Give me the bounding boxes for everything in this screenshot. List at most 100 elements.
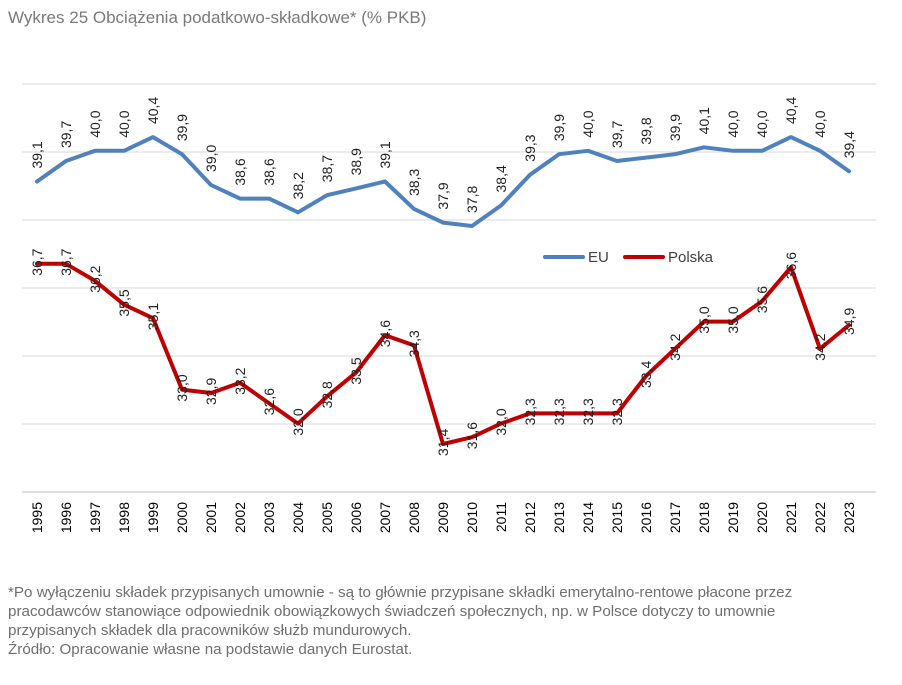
data-label-eu: 39,4 xyxy=(841,131,857,158)
data-label-eu: 39,8 xyxy=(638,117,654,144)
data-label-eu: 38,9 xyxy=(348,148,364,175)
x-tick-label: 2017 xyxy=(667,502,683,533)
x-tick-label: 2022 xyxy=(812,502,828,533)
x-tick-label: 1998 xyxy=(116,502,132,533)
data-label-eu: 39,7 xyxy=(58,121,74,148)
data-label-polska: 32,9 xyxy=(203,378,219,405)
data-label-polska: 34,2 xyxy=(667,333,683,360)
data-label-eu: 39,9 xyxy=(667,114,683,141)
data-label-eu: 38,6 xyxy=(232,158,248,185)
data-label-eu: 40,0 xyxy=(116,110,132,137)
data-label-eu: 39,9 xyxy=(551,114,567,141)
footnote-line-1: *Po wyłączeniu składek przypisanych umow… xyxy=(8,584,793,601)
data-label-eu: 40,0 xyxy=(812,110,828,137)
x-tick-label: 2010 xyxy=(464,502,480,533)
x-tick-label: 2023 xyxy=(841,502,857,533)
x-tick-label: 2008 xyxy=(406,502,422,533)
x-tick-label: 1996 xyxy=(58,502,74,533)
x-tick-label: 2012 xyxy=(522,502,538,533)
x-tick-label: 2002 xyxy=(232,502,248,533)
x-tick-label: 2000 xyxy=(174,502,190,533)
data-label-eu: 38,2 xyxy=(290,172,306,199)
x-tick-label: 2018 xyxy=(696,502,712,533)
data-labels: 39,1 39,7 40,0 40,0 40,4 39,9 39,0 38,6 38,6 38,2… xyxy=(29,97,857,456)
data-label-eu: 40,0 xyxy=(725,110,741,137)
data-label-polska: 36,7 xyxy=(29,248,45,275)
x-tick-label: 2019 xyxy=(725,502,741,533)
data-label-eu: 39,9 xyxy=(174,114,190,141)
chart-title: Wykres 25 Obciążenia podatkowo-składkowe… xyxy=(8,8,427,27)
data-label-eu: 40,0 xyxy=(754,110,770,137)
data-label-polska: 35,1 xyxy=(145,303,161,330)
data-label-eu: 40,0 xyxy=(87,110,103,137)
x-axis: 1995 1996 1997 1998 1999 2000 2001 2002 2003 2004… xyxy=(29,502,857,533)
x-tick-label: 2020 xyxy=(754,502,770,533)
data-label-eu: 39,7 xyxy=(609,121,625,148)
data-label-eu: 39,1 xyxy=(29,141,45,168)
data-label-eu: 39,3 xyxy=(522,134,538,161)
data-label-polska: 33,2 xyxy=(232,367,248,394)
data-label-polska: 32,6 xyxy=(261,388,277,415)
data-label-eu: 40,1 xyxy=(696,107,712,134)
data-label-polska: 32,0 xyxy=(290,408,306,435)
data-label-polska: 32,8 xyxy=(319,381,335,408)
x-tick-label: 2005 xyxy=(319,502,335,533)
line-chart: 39,1 39,7 40,0 40,0 40,4 39,9 39,0 38,6 38,6 38,2… xyxy=(22,83,876,533)
footnote-line-2: pracodawców stanowiące odpowiednik obowi… xyxy=(8,603,776,620)
data-label-polska: 35,6 xyxy=(754,286,770,313)
data-label-polska: 36,6 xyxy=(783,252,799,279)
gridlines xyxy=(22,83,876,493)
data-label-polska: 31,6 xyxy=(464,422,480,449)
data-label-polska: 33,0 xyxy=(174,374,190,401)
footnote-line-3: przypisanych składek dla pracowników słu… xyxy=(8,622,412,639)
x-tick-label: 2001 xyxy=(203,502,219,533)
data-label-polska: 32,3 xyxy=(580,398,596,425)
legend-label-polska: Polska xyxy=(668,249,714,266)
data-label-polska: 32,3 xyxy=(551,398,567,425)
data-label-eu: 37,9 xyxy=(435,182,451,209)
x-tick-label: 2007 xyxy=(377,502,393,533)
data-label-polska: 35,5 xyxy=(116,289,132,316)
data-label-polska: 32,0 xyxy=(493,408,509,435)
x-tick-label: 2016 xyxy=(638,502,654,533)
data-label-polska: 36,2 xyxy=(87,265,103,292)
data-label-eu: 38,4 xyxy=(493,165,509,192)
data-label-polska: 35,0 xyxy=(725,306,741,333)
footnote: *Po wyłączeniu składek przypisanych umow… xyxy=(8,583,892,659)
x-tick-label: 2006 xyxy=(348,502,364,533)
x-tick-label: 2004 xyxy=(290,502,306,533)
data-label-polska: 34,9 xyxy=(841,308,857,335)
x-tick-label: 2013 xyxy=(551,502,567,533)
series-lines xyxy=(35,135,851,446)
x-tick-label: 2015 xyxy=(609,502,625,533)
data-label-eu: 40,4 xyxy=(783,97,799,124)
data-label-polska: 33,5 xyxy=(348,357,364,384)
x-tick-label: 2011 xyxy=(493,502,509,532)
data-label-polska: 34,6 xyxy=(377,320,393,347)
series-line-polska xyxy=(35,261,851,446)
legend: EU Polska xyxy=(543,249,714,266)
source-note: Źródło: Opracowanie własne na podstawie … xyxy=(8,641,413,658)
x-tick-label: 1995 xyxy=(29,502,45,533)
data-label-polska: 34,2 xyxy=(812,333,828,360)
data-label-polska: 33,4 xyxy=(638,361,654,388)
legend-label-eu: EU xyxy=(588,249,609,266)
data-label-polska: 34,3 xyxy=(406,330,422,357)
x-tick-label: 1999 xyxy=(145,502,161,533)
x-tick-label: 2003 xyxy=(261,502,277,533)
x-tick-label: 2009 xyxy=(435,502,451,533)
data-label-eu: 37,8 xyxy=(464,186,480,213)
data-label-eu: 40,4 xyxy=(145,97,161,124)
data-label-eu: 38,7 xyxy=(319,155,335,182)
data-label-polska: 36,7 xyxy=(58,248,74,275)
data-label-eu: 39,0 xyxy=(203,144,219,171)
data-label-eu: 40,0 xyxy=(580,110,596,137)
x-tick-label: 1997 xyxy=(87,502,103,533)
series-line-eu xyxy=(35,135,851,228)
x-tick-label: 2014 xyxy=(580,502,596,533)
data-label-eu: 38,3 xyxy=(406,168,422,195)
data-label-eu: 39,1 xyxy=(377,141,393,168)
data-label-polska: 35,0 xyxy=(696,306,712,333)
data-label-eu: 38,6 xyxy=(261,158,277,185)
data-label-polska: 32,3 xyxy=(522,398,538,425)
